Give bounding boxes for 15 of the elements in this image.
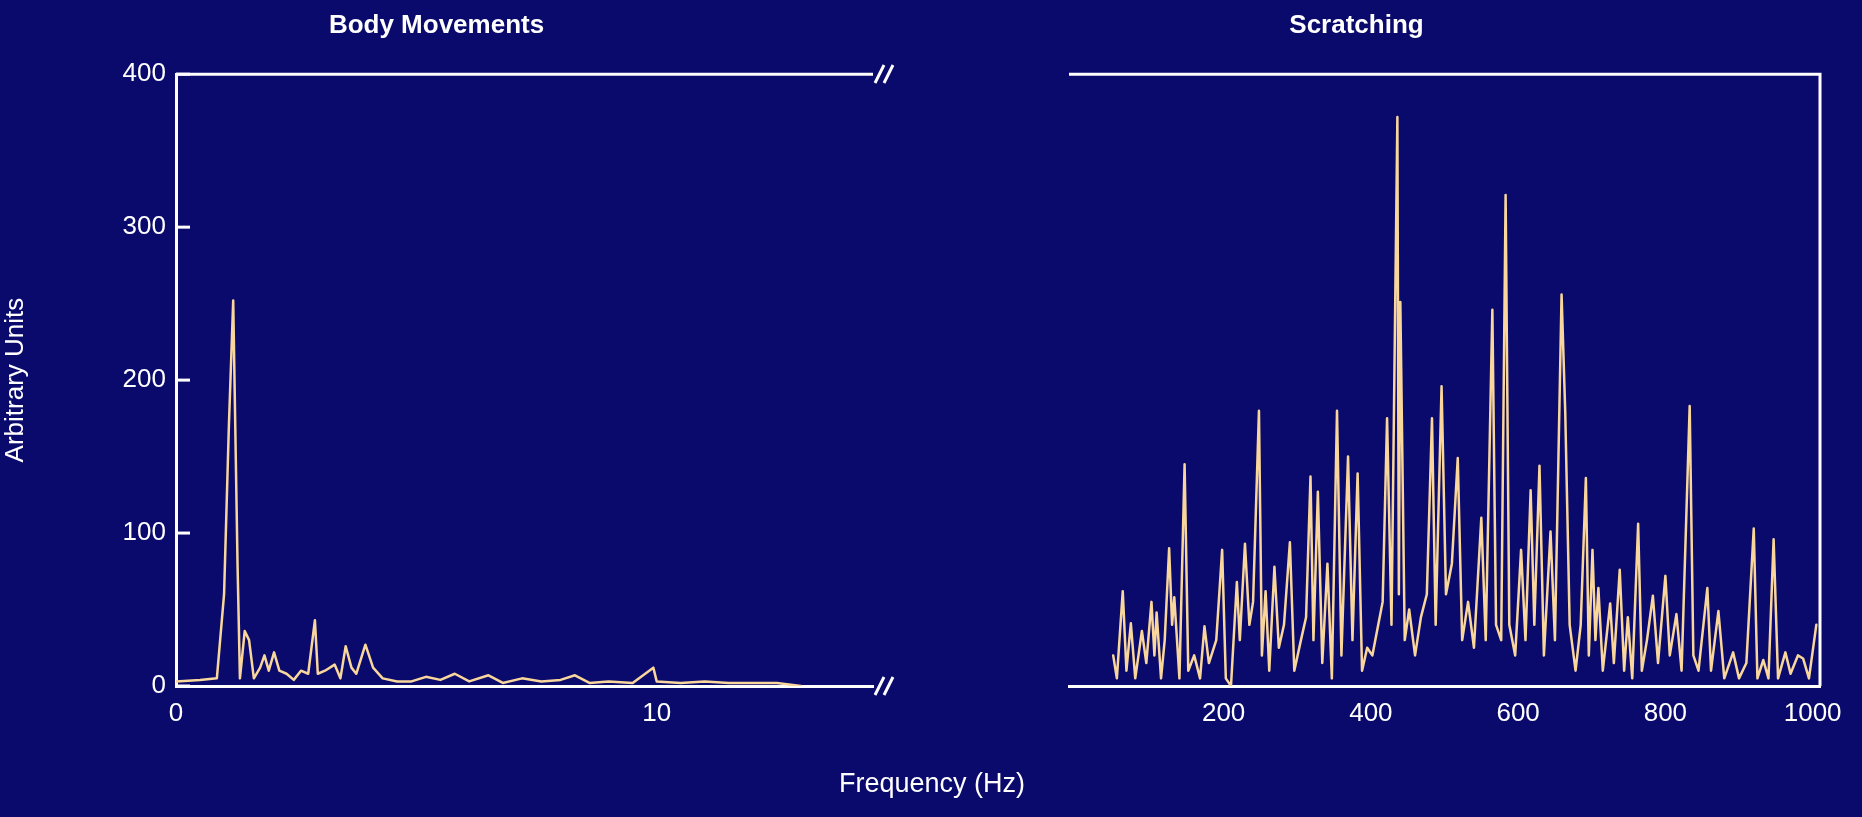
chart-title: Body Movements [328, 8, 545, 39]
chart-title: Scratching [1289, 8, 1424, 39]
x-tick-label: 200 [1201, 696, 1246, 727]
y-tick-label: 200 [122, 363, 166, 394]
x-tick-label: 10 [642, 696, 672, 727]
y-tick-label: 100 [122, 516, 166, 547]
x-tick-label: 1000 [1783, 696, 1842, 727]
y-axis-title: Arbitrary Units [0, 297, 29, 463]
x-tick-label: 800 [1643, 696, 1688, 727]
x-tick-label: 400 [1349, 696, 1393, 727]
y-tick-label: 300 [122, 210, 166, 241]
y-tick-label: 400 [122, 57, 166, 88]
y-tick-label: 0 [151, 669, 166, 700]
x-tick-label: 600 [1496, 696, 1540, 727]
x-axis-title: Frequency (Hz) [838, 768, 1026, 799]
